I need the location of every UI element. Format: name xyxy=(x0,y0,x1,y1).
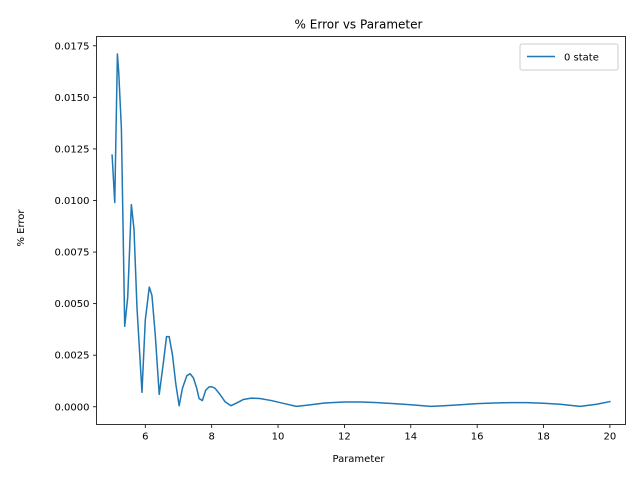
y-tick-label: 0.0050 xyxy=(55,299,90,310)
chart-title: % Error vs Parameter xyxy=(295,18,423,32)
plot-area xyxy=(111,53,611,408)
y-axis-label: % Error xyxy=(16,209,27,247)
y-tick-label: 0.0150 xyxy=(55,93,90,104)
y-tick-label: 0.0075 xyxy=(55,248,90,259)
plot-frame xyxy=(96,36,626,425)
x-axis: 6 8 10 12 14 16 18 20 xyxy=(142,424,617,443)
x-axis-label: Parameter xyxy=(332,454,385,465)
y-tick-label: 0.0025 xyxy=(55,351,90,362)
x-tick-label: 6 xyxy=(142,432,148,443)
y-tick-label: 0.0125 xyxy=(55,144,90,155)
y-tick-label: 0.0175 xyxy=(55,41,90,52)
x-tick-label: 20 xyxy=(604,432,617,443)
x-tick-label: 16 xyxy=(471,432,484,443)
x-tick-label: 12 xyxy=(338,432,351,443)
y-tick-label: 0.0000 xyxy=(55,402,90,413)
series-line-0-state xyxy=(111,53,611,408)
x-tick-label: 18 xyxy=(537,432,550,443)
x-tick-label: 14 xyxy=(404,432,417,443)
legend: 0 state xyxy=(519,43,619,71)
x-tick-label: 8 xyxy=(208,432,214,443)
y-tick-label: 0.0100 xyxy=(55,196,90,207)
x-tick-label: 10 xyxy=(272,432,285,443)
legend-label-0-state: 0 state xyxy=(564,53,599,64)
legend-box xyxy=(519,43,619,71)
y-axis: 0.0000 0.0025 0.0050 0.0075 0.0100 0.0125 0.01… xyxy=(55,41,97,413)
